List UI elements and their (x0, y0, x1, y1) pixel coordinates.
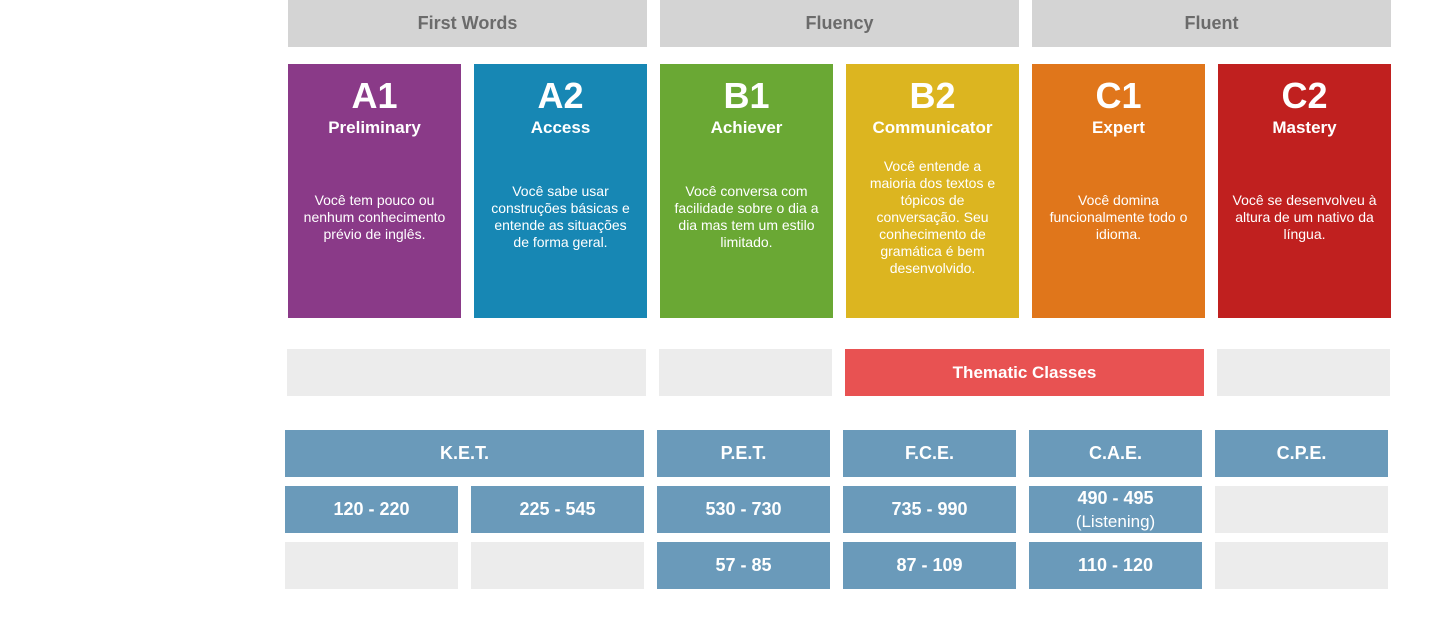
score: 120 - 220 (285, 486, 458, 533)
empty-cell (1215, 542, 1388, 589)
level-card: C2 Mastery Você se desenvolveu à altura de… (1218, 64, 1391, 318)
level-name: Access (530, 118, 591, 137)
level-description: Você conversa com facilidade sobre o dia… (674, 183, 819, 250)
level-description: Você se desenvolveu à altura de um nativ… (1232, 191, 1377, 242)
level-code: B2 (909, 75, 956, 116)
group-header: First Words (288, 0, 647, 47)
level-description: Você sabe usar construções básicas e ent… (491, 183, 630, 250)
empty-cell (1217, 349, 1390, 396)
level-name: Communicator (872, 118, 993, 137)
exam: K.E.T. (285, 430, 644, 477)
level-card: B2 Communicator Você entende a maioria dos… (846, 64, 1019, 318)
exam: P.E.T. (657, 430, 830, 477)
level-name: Achiever (710, 118, 783, 137)
empty-cell (1215, 486, 1388, 533)
empty-cell (285, 542, 458, 589)
thematic-classes: Thematic Classes (845, 349, 1204, 396)
score-value: 490 - 495 (1077, 487, 1154, 508)
score: 225 - 545 (471, 486, 644, 533)
level-card: A2 Access Você sabe usar construções básic… (474, 64, 647, 318)
empty-cell (659, 349, 832, 396)
level-code: C1 (1095, 75, 1142, 116)
level-name: Expert (1092, 118, 1145, 137)
score: 110 - 120 (1029, 542, 1202, 589)
level-code: A1 (351, 75, 398, 116)
empty-cell (471, 542, 644, 589)
group-header: Fluent (1032, 0, 1391, 47)
exam: C.P.E. (1215, 430, 1388, 477)
group-header: Fluency (660, 0, 1019, 47)
score: 490 - 495 (Listening) (1029, 486, 1202, 533)
level-card: B1 Achiever Você conversa com facilidade s… (660, 64, 833, 318)
level-code: C2 (1281, 75, 1328, 116)
level-name: Preliminary (328, 118, 421, 137)
level-name: Mastery (1272, 118, 1337, 137)
level-card: C1 Expert Você domina funcionalmente todo … (1032, 64, 1205, 318)
exam: C.A.E. (1029, 430, 1202, 477)
level-description: Você entende a maioria dos textos e tópi… (869, 157, 996, 276)
empty-cell (287, 349, 646, 396)
level-code: A2 (537, 75, 584, 116)
level-description: Você domina funcionalmente todo o idioma… (1049, 191, 1188, 242)
level-card: A1 Preliminary Você tem pouco ou nenhum co… (288, 64, 461, 318)
score: 57 - 85 (657, 542, 830, 589)
score: 735 - 990 (843, 486, 1016, 533)
exam: F.C.E. (843, 430, 1016, 477)
level-description: Você tem pouco ou nenhum conhecimento pr… (303, 191, 446, 242)
score: 530 - 730 (657, 486, 830, 533)
score-note: (Listening) (1075, 511, 1156, 531)
level-code: B1 (723, 75, 770, 116)
score: 87 - 109 (843, 542, 1016, 589)
